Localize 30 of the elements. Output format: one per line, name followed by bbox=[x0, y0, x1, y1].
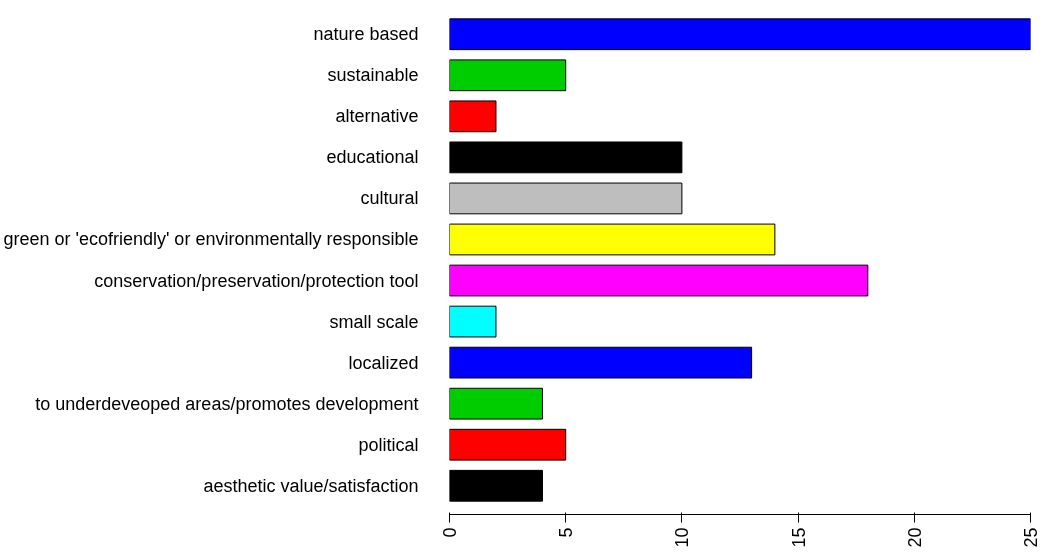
y-tick-label: nature based bbox=[313, 24, 419, 45]
x-tick-label: 5 bbox=[556, 527, 577, 538]
bar bbox=[449, 182, 683, 215]
bar bbox=[449, 264, 869, 297]
bar bbox=[449, 346, 753, 379]
bar bbox=[449, 100, 497, 133]
y-tick-label: aesthetic value/satisfaction bbox=[203, 475, 419, 496]
y-tick-label: small scale bbox=[329, 311, 419, 332]
bar bbox=[449, 59, 567, 92]
bar bbox=[449, 305, 497, 338]
bar bbox=[449, 141, 683, 174]
bar bbox=[449, 223, 776, 256]
x-tick-label: 15 bbox=[788, 527, 809, 548]
y-tick-label: political bbox=[358, 434, 419, 455]
bar bbox=[449, 387, 543, 420]
y-tick-label: cultural bbox=[360, 188, 419, 209]
y-tick-label: green or 'ecofriendly' or environmentally responsible bbox=[3, 229, 419, 250]
y-tick-label: localized bbox=[348, 352, 419, 373]
x-tick-label: 25 bbox=[1021, 527, 1041, 548]
bar bbox=[449, 428, 567, 461]
x-tick-label: 20 bbox=[904, 527, 925, 548]
x-tick-label: 0 bbox=[440, 527, 460, 538]
bar bbox=[449, 469, 543, 502]
y-tick-label: to underdeveoped areas/promotes development bbox=[35, 393, 419, 414]
x-tick-label: 10 bbox=[672, 527, 693, 548]
y-tick-label: conservation/preservation/protection tool bbox=[94, 270, 419, 291]
y-tick-label: sustainable bbox=[327, 65, 419, 86]
y-tick-label: educational bbox=[326, 147, 419, 168]
bar bbox=[449, 18, 1031, 51]
y-tick-label: alternative bbox=[335, 106, 419, 127]
